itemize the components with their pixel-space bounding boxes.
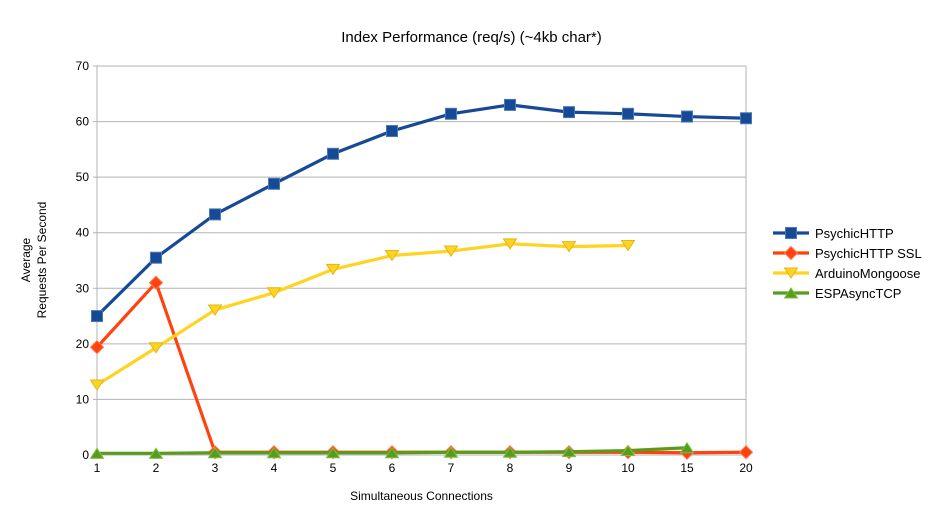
series-psychichttp — [91, 98, 752, 323]
series-espasynctcp — [89, 441, 695, 459]
x-tick-label: 1 — [94, 461, 101, 475]
data-point-marker-square — [785, 227, 797, 239]
data-point-marker-diamond — [89, 339, 105, 355]
series-line — [95, 281, 747, 455]
gridlines: 0 10 20 30 40 50 60 70 — [76, 59, 746, 462]
data-point-marker-square — [681, 110, 693, 123]
series-line — [95, 103, 747, 318]
y-axis-title: Average Requests Per Second — [18, 202, 50, 319]
data-point-marker-square — [150, 251, 162, 264]
chart-title: Index Performance (req/s) (~4kb char*) — [341, 29, 602, 46]
x-tick-label: 5 — [330, 461, 337, 475]
data-point-marker-square — [327, 147, 339, 160]
data-point-marker-triangle-down — [502, 238, 518, 250]
legend-item-psychichttp-ssl: PsychicHTTP SSL — [772, 243, 922, 263]
data-point-marker-square — [386, 125, 398, 138]
x-tick-label: 4 — [271, 461, 278, 475]
y-tick-label: 20 — [76, 337, 90, 351]
data-point-marker-triangle-down — [384, 249, 400, 262]
data-point-marker-square — [563, 106, 575, 119]
y-tick-label: 0 — [82, 448, 89, 462]
y-axis-title-line1: Average — [18, 237, 33, 283]
data-point-marker-triangle-down — [148, 342, 164, 354]
legend-item-espasynctcp: ESPAsyncTCP — [772, 283, 922, 303]
data-point-marker-triangle-up — [89, 447, 105, 459]
legend-item-arduinomongoose: ArduinoMongoose — [772, 263, 922, 283]
x-tick-label: 10 — [621, 461, 635, 475]
data-point-marker-square — [209, 208, 221, 221]
data-point-marker-square — [740, 112, 752, 125]
data-point-marker-diamond — [738, 445, 754, 460]
data-point-marker-triangle-up — [207, 446, 223, 459]
x-axis-title: Simultaneous Connections — [350, 489, 493, 503]
x-tick-label: 15 — [680, 461, 694, 475]
legend-marker-triangle-up-icon — [772, 285, 810, 301]
legend-label: ESPAsyncTCP — [815, 285, 902, 301]
legend-marker-square-icon — [772, 225, 810, 241]
data-point-marker-diamond — [783, 245, 799, 261]
data-point-marker-triangle-down — [207, 304, 223, 316]
x-tick-label: 9 — [566, 461, 573, 475]
y-tick-label: 60 — [76, 115, 90, 129]
y-tick-label: 10 — [76, 392, 90, 406]
data-point-marker-triangle-up — [325, 446, 341, 459]
x-tick-label: 8 — [507, 461, 514, 475]
legend-marker-triangle-down-icon — [772, 265, 810, 281]
data-point-marker-triangle-up — [679, 441, 695, 454]
y-tick-label: 70 — [76, 59, 90, 73]
legend-label: ArduinoMongoose — [815, 265, 921, 281]
series-line — [96, 242, 629, 387]
y-tick-label: 50 — [76, 170, 90, 184]
data-point-marker-square — [504, 98, 516, 111]
x-tick-label: 20 — [739, 461, 753, 475]
data-point-marker-triangle-down — [620, 239, 636, 252]
data-point-marker-triangle-up — [148, 447, 164, 459]
data-point-marker-triangle-up — [620, 444, 636, 457]
data-point-marker-square — [445, 107, 457, 120]
data-point-marker-triangle-down — [443, 245, 459, 257]
legend-label: PsychicHTTP — [815, 225, 894, 241]
data-point-marker-triangle-up — [502, 446, 518, 458]
legend-label: PsychicHTTP SSL — [815, 245, 922, 261]
x-tick-label: 7 — [448, 461, 455, 475]
data-point-marker-triangle-down — [89, 379, 105, 391]
legend-marker-diamond-icon — [772, 245, 810, 261]
data-point-marker-triangle-down — [266, 287, 282, 299]
legend: PsychicHTTP PsychicHTTP SSL ArduinoMongoos… — [772, 223, 922, 303]
legend-item-psychichttp: PsychicHTTP — [772, 223, 922, 243]
data-point-marker-triangle-up — [384, 446, 400, 459]
y-axis-title-line2: Requests Per Second — [35, 201, 49, 319]
data-point-marker-triangle-up — [443, 446, 459, 458]
x-axis: 1 2 3 4 5 6 7 8 9 10 15 20 — [94, 455, 753, 475]
data-point-marker-triangle-down — [561, 241, 577, 253]
data-point-marker-diamond — [148, 275, 164, 290]
series-arduinomongoose — [89, 238, 636, 391]
data-point-marker-triangle-down — [783, 267, 799, 279]
data-point-marker-triangle-up — [561, 445, 577, 458]
y-tick-label: 40 — [76, 226, 90, 240]
x-tick-label: 6 — [389, 461, 396, 475]
y-tick-label: 30 — [76, 281, 90, 295]
series-psychichttp-ssl — [89, 275, 754, 460]
x-tick-label: 3 — [212, 461, 219, 475]
x-tick-label: 2 — [153, 461, 160, 475]
data-point-marker-square — [91, 310, 103, 323]
data-point-marker-square — [622, 107, 634, 120]
data-point-marker-triangle-up — [783, 287, 799, 299]
data-point-marker-square — [268, 177, 280, 190]
data-point-marker-triangle-up — [266, 446, 282, 459]
data-point-marker-triangle-down — [325, 263, 341, 276]
